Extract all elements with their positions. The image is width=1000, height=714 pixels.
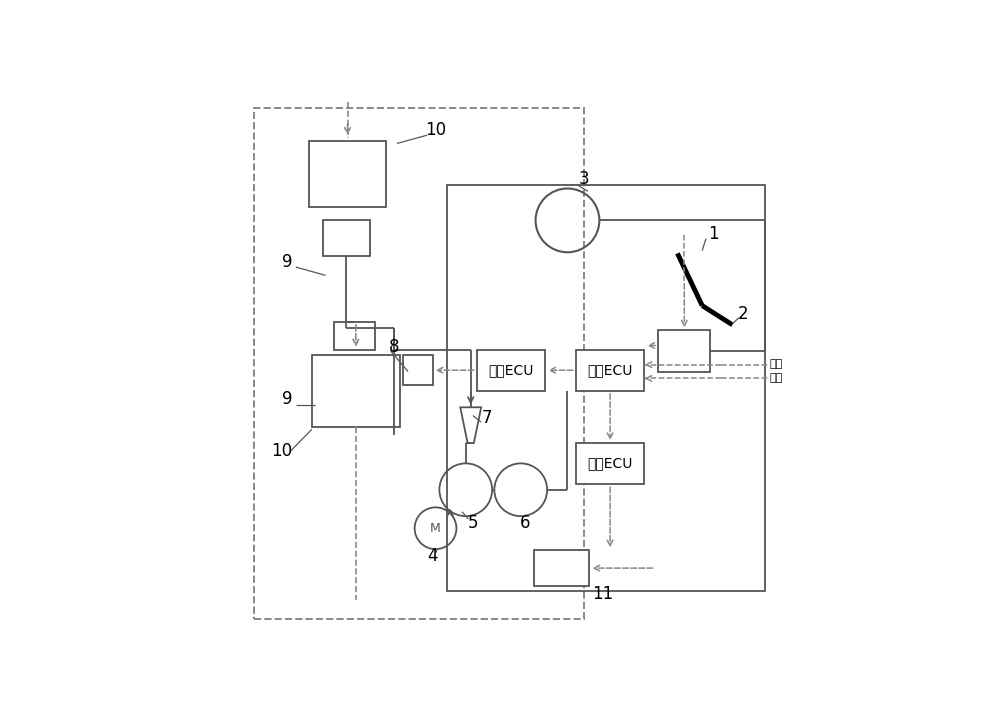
Text: 9: 9: [282, 253, 292, 271]
Text: 8: 8: [389, 338, 400, 356]
Text: 第二ECU: 第二ECU: [488, 363, 534, 377]
Bar: [477, 350, 545, 391]
Bar: [334, 322, 375, 350]
Text: 第一ECU: 第一ECU: [587, 457, 633, 471]
Text: 10: 10: [425, 121, 446, 139]
Bar: [658, 331, 710, 371]
Text: 轮速: 轮速: [770, 373, 783, 383]
Text: 3: 3: [579, 170, 589, 188]
Bar: [447, 185, 765, 591]
Bar: [309, 141, 386, 206]
Bar: [403, 355, 433, 386]
Text: 车速: 车速: [770, 359, 783, 369]
Text: 第三ECU: 第三ECU: [587, 363, 633, 377]
Bar: [254, 108, 584, 619]
Text: 6: 6: [520, 514, 530, 532]
Text: 10: 10: [271, 442, 292, 461]
Bar: [576, 350, 644, 391]
Bar: [312, 355, 400, 426]
Bar: [534, 550, 589, 586]
Text: 1: 1: [708, 225, 718, 243]
Bar: [323, 221, 370, 256]
Text: 9: 9: [282, 390, 292, 408]
Bar: [576, 443, 644, 484]
Text: 11: 11: [593, 585, 614, 603]
Text: 2: 2: [738, 305, 749, 323]
Text: M: M: [430, 522, 441, 535]
Text: 4: 4: [428, 547, 438, 565]
Text: 5: 5: [468, 514, 478, 532]
Polygon shape: [460, 407, 481, 443]
Text: 7: 7: [481, 409, 492, 427]
